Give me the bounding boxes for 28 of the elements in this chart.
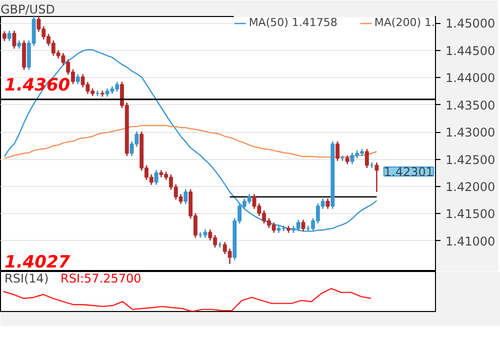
- y-tick-label: 1.44500: [446, 44, 496, 58]
- y-tick-label: 1.43000: [446, 126, 496, 140]
- legend-label: MA(50) 1.41758: [248, 16, 338, 29]
- candlestick: [374, 162, 379, 193]
- y-tick-label: 1.42000: [446, 180, 496, 194]
- candlestick: [22, 40, 26, 71]
- candlestick: [76, 74, 80, 85]
- y-tick-label: 1.42500: [446, 152, 496, 167]
- candlestick: [336, 140, 340, 162]
- candlestick: [7, 30, 12, 42]
- candlestick: [364, 148, 369, 169]
- chart-title: GBP/USD: [0, 2, 55, 16]
- y-tick-label: 1.41500: [446, 207, 496, 222]
- candlestick: [326, 198, 330, 210]
- y-tick-label: 1.44000: [446, 71, 496, 86]
- candlestick: [301, 219, 306, 232]
- y-tick-label: 1.45000: [446, 16, 496, 31]
- y-tick-label: 1.41000: [446, 234, 496, 248]
- chart-title: RSI(14): [4, 272, 49, 286]
- candlestick: [12, 30, 16, 50]
- legend-label: MA(200) 1.: [374, 16, 435, 29]
- text: RSI:57.25700: [60, 272, 142, 286]
- candlestick: [2, 30, 6, 42]
- line-series: [4, 49, 378, 232]
- candlestick: [184, 188, 188, 205]
- y-tick-label: 1.43500: [446, 98, 496, 112]
- text: 1.42301: [384, 165, 434, 179]
- annotation: 1.4027: [4, 252, 70, 272]
